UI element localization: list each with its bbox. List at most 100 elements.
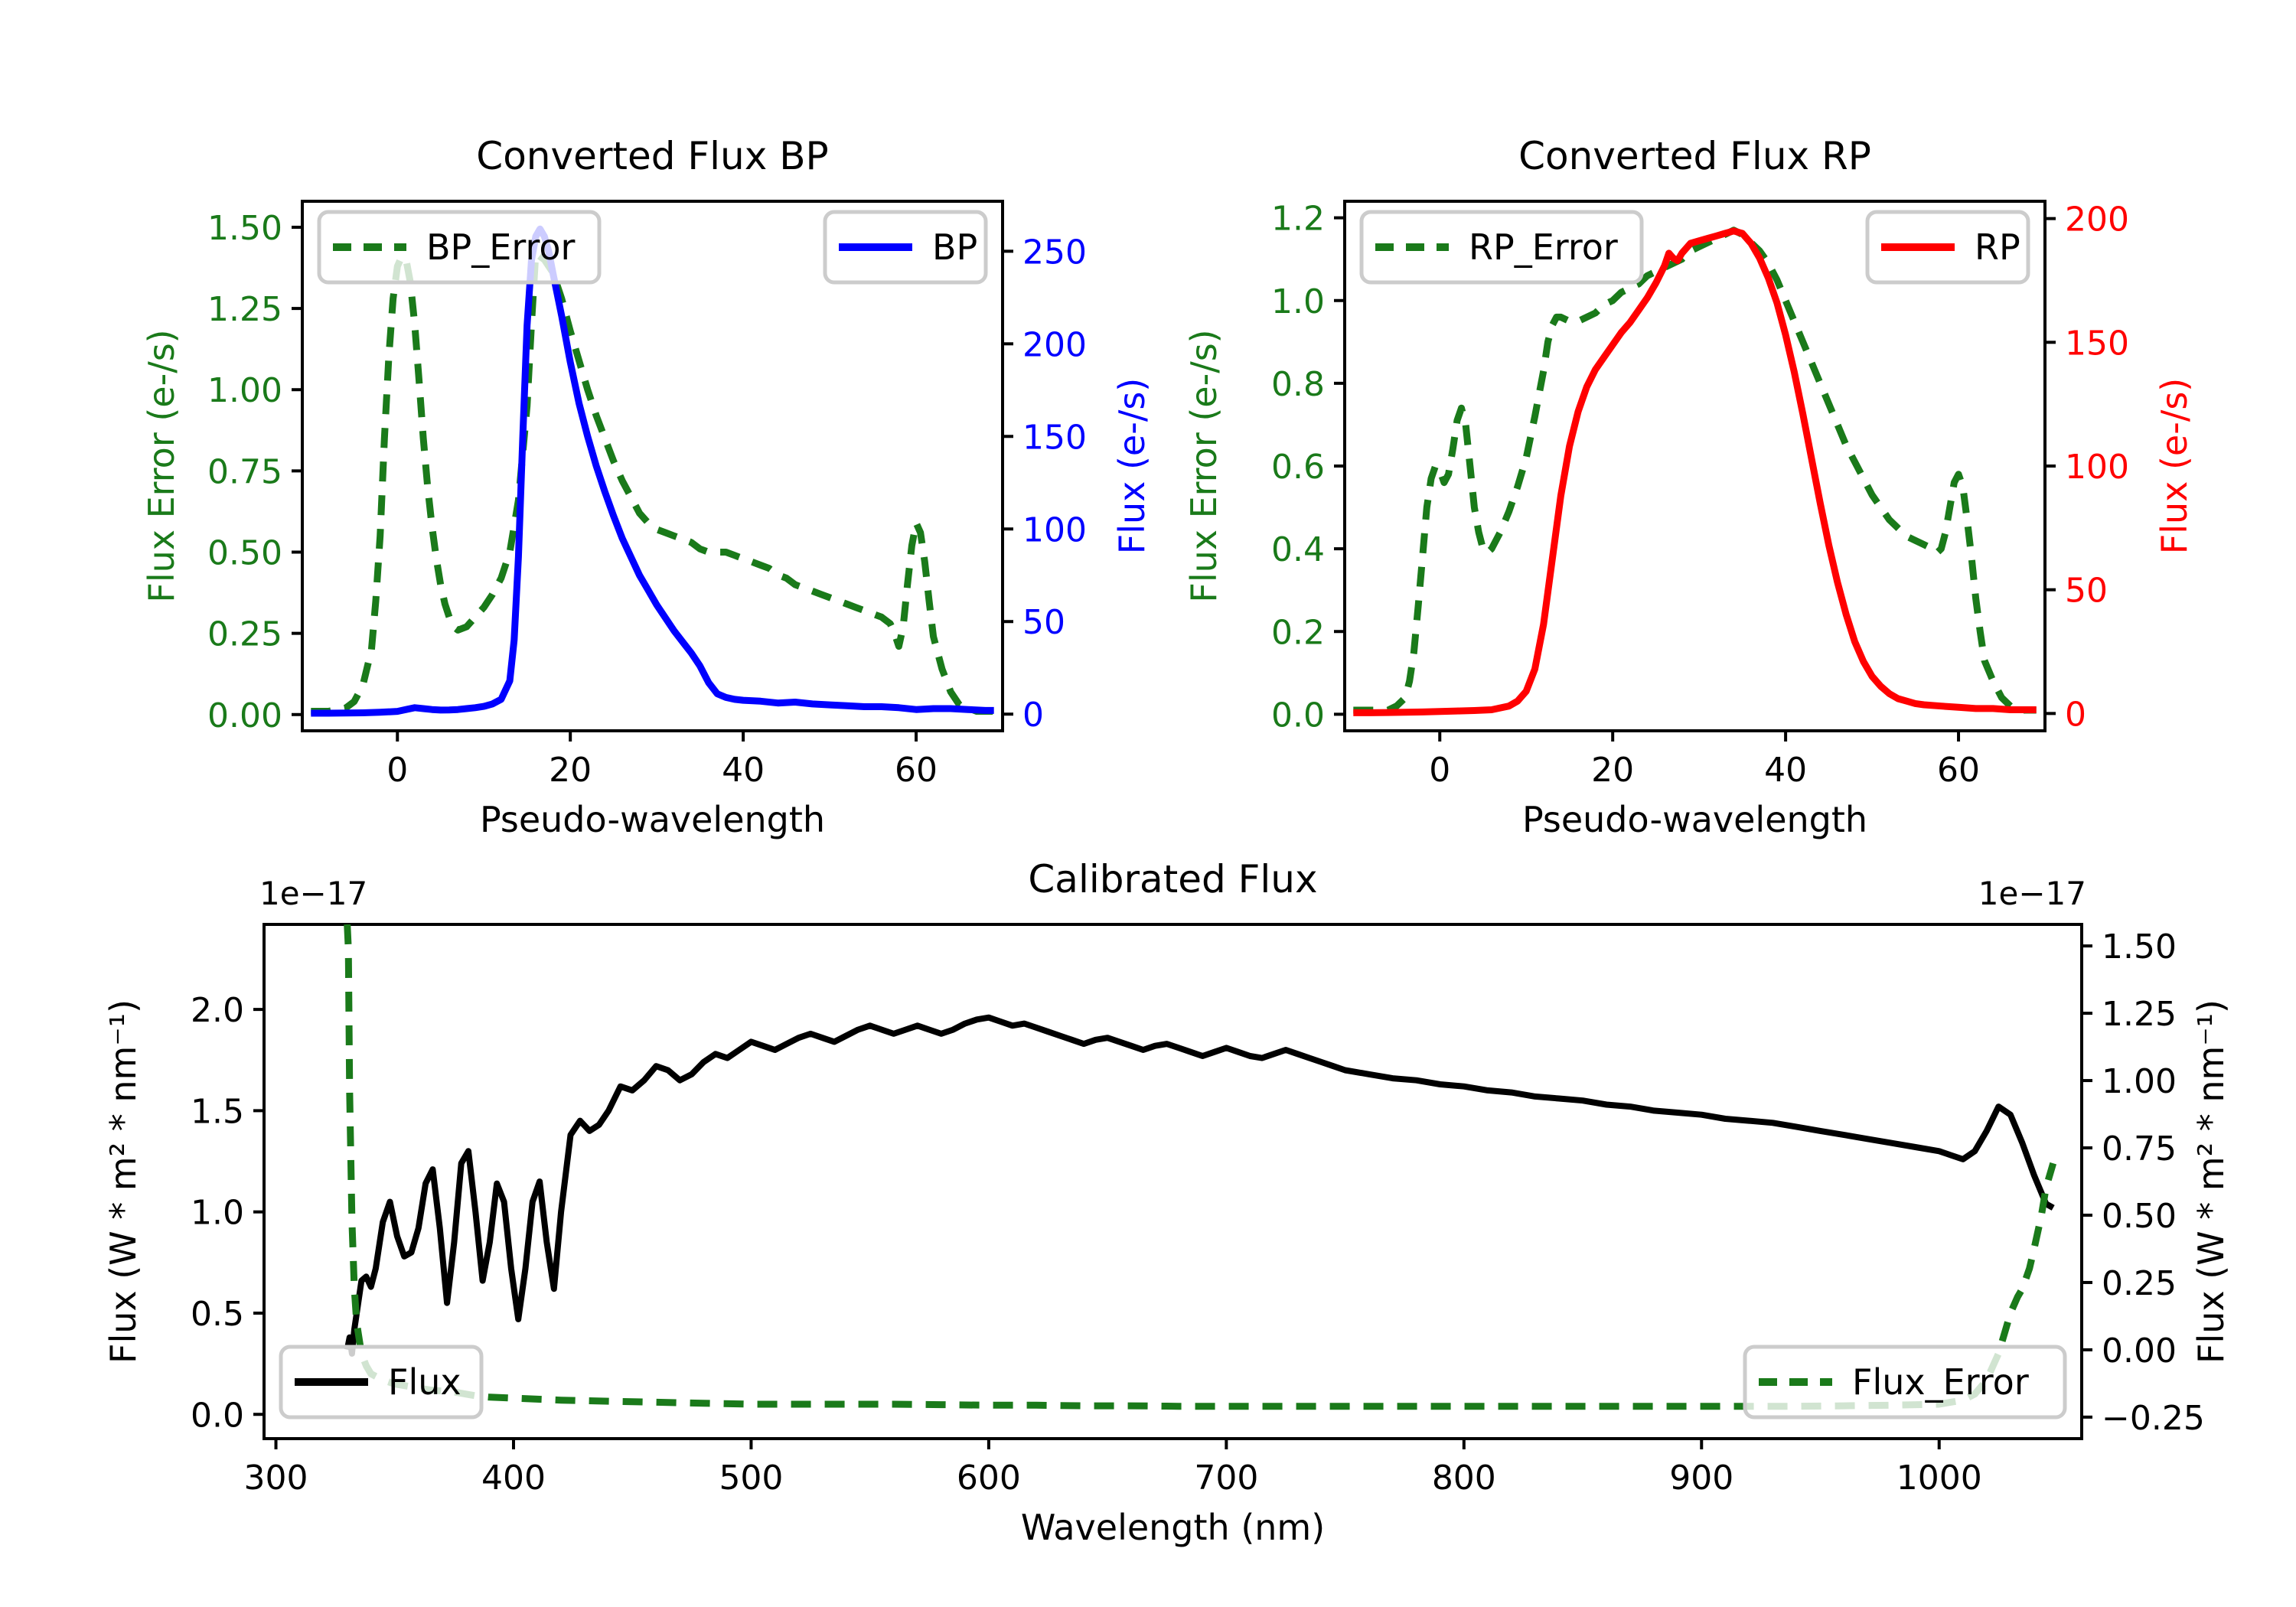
x-axis-label: Pseudo-wavelength [1522,799,1867,840]
series-line-rp_error [1353,227,2037,714]
x-tick-label: 700 [1194,1459,1258,1498]
y2-axis-offset-label: 1e−17 [1978,875,2086,912]
legend-label: Flux_Error [1852,1361,2029,1403]
x-tick-label: 800 [1432,1459,1496,1498]
y2-axis-label: Flux (W * m² * nm⁻¹) [2190,999,2232,1364]
y-axis-right: −0.25 0.00 0.25 0.50 0.75 1.00 1.25 1.50 Flux (W… [2082,927,2232,1438]
x-axis-label: Wavelength (nm) [1021,1507,1325,1548]
axes-frame [263,923,2083,1440]
y2-tick-label: 1.00 [2102,1062,2177,1101]
legend-bp[interactable]: BP [823,210,988,285]
series-line-flux_error [344,924,2057,1410]
y-tick-label: 1.25 [207,290,282,329]
chart-calibrated-flux: Calibrated Flux 1e−17 1e−17 300 400 500 600 700… [103,857,2232,1548]
y-axis-label: Flux Error (e-/s) [1183,329,1225,602]
y2-axis-label: Flux (e-/s) [1111,378,1153,555]
y-tick-label: 1.2 [1271,200,1325,239]
y2-tick-label: 0 [2065,695,2086,734]
y-tick-label: 0.5 [191,1295,244,1334]
x-axis: 0 20 40 60 Pseudo-wavelength [1429,731,1980,840]
x-tick-label: 600 [957,1459,1021,1498]
series-line-bp [311,225,994,717]
x-tick-label: 40 [1764,751,1807,790]
legend-label: BP [932,227,977,268]
y-axis-right: 0 50 100 150 200 250 Flux (e-/s) [1003,233,1153,735]
legend-label: Flux [388,1361,461,1403]
legend-rp_error[interactable]: RP_Error [1359,210,1644,285]
chart-converted-flux-rp: Converted Flux RP 0 20 40 60 Pseudo-wavelengt… [1183,134,2195,840]
x-axis: 300 400 500 600 700 800 900 1000 Wavelength (nm) [244,1439,1982,1548]
y2-tick-label: 1.25 [2102,995,2177,1034]
y2-tick-label: 0 [1022,696,1044,735]
y-tick-label: 0.0 [191,1396,244,1435]
x-tick-label: 1000 [1896,1459,1982,1498]
legend-rp[interactable]: RP [1865,210,2030,285]
y-tick-label: 0.2 [1271,613,1325,652]
x-tick-label: 300 [244,1459,308,1498]
x-tick-label: 400 [481,1459,546,1498]
x-tick-label: 20 [1591,751,1634,790]
y2-tick-label: 0.50 [2102,1197,2177,1236]
legend-box [1359,210,1644,285]
y-axis-left: 0.0 0.2 0.4 0.6 0.8 1.0 1.2 Flux Error (e-/s) [1183,200,1345,735]
y2-tick-label: 50 [2065,572,2108,611]
x-tick-label: 60 [895,751,938,790]
data-series [344,924,2057,1410]
x-tick-label: 0 [1429,751,1450,790]
y-tick-label: 1.0 [1271,282,1325,321]
chart-converted-flux-bp: Converted Flux BP 0 20 40 60 Pseudo-wavelengt… [141,134,1153,840]
y-axis-label: Flux (W * m² * nm⁻¹) [103,999,144,1364]
y-tick-label: 0.00 [207,696,282,735]
legend-bp_error[interactable]: BP_Error [317,210,602,285]
x-tick-label: 900 [1669,1459,1733,1498]
legend-label: BP_Error [426,227,576,268]
y2-tick-label: 0.25 [2102,1264,2177,1303]
y-tick-label: 1.00 [207,371,282,410]
x-tick-label: 40 [722,751,765,790]
y2-tick-label: 100 [2065,448,2129,487]
y2-tick-label: 1.50 [2102,927,2177,966]
axes-frame [301,200,1004,732]
y2-tick-label: 150 [2065,324,2129,363]
legend-flux_error[interactable]: Flux_Error [1743,1345,2067,1420]
legend-box [279,1345,484,1420]
y-tick-label: 0.25 [207,615,282,654]
y-axis-left: 0.0 0.5 1.0 1.5 2.0 Flux (W * m² * nm⁻¹) [103,991,264,1435]
y2-tick-label: 150 [1022,418,1087,457]
y-tick-label: 0.0 [1271,696,1325,735]
y-axis-left: 0.00 0.25 0.50 0.75 1.00 1.25 1.50 Flux Error (… [141,209,302,735]
chart-title: Converted Flux RP [1518,134,1871,178]
y2-tick-label: 0.00 [2102,1332,2177,1371]
y2-axis-label: Flux (e-/s) [2154,378,2195,555]
y-tick-label: 2.0 [191,991,244,1030]
x-tick-label: 500 [719,1459,783,1498]
x-axis: 0 20 40 60 Pseudo-wavelength [386,731,938,840]
y-tick-label: 1.0 [191,1194,244,1233]
x-tick-label: 0 [386,751,408,790]
y-tick-label: 0.50 [207,534,282,573]
chart-title: Calibrated Flux [1028,857,1317,901]
y2-tick-label: 200 [2065,200,2129,240]
y-tick-label: 0.4 [1271,530,1325,569]
y-axis-offset-label: 1e−17 [259,875,367,912]
y2-tick-label: 200 [1022,325,1087,364]
legend-label: RP_Error [1469,227,1618,268]
x-tick-label: 60 [1937,751,1980,790]
data-series [1353,227,2037,716]
y2-tick-label: 250 [1022,233,1087,272]
y2-tick-label: −0.25 [2102,1399,2205,1438]
x-tick-label: 20 [549,751,592,790]
legend-flux[interactable]: Flux [279,1345,484,1420]
series-line-rp [1353,227,2037,716]
legend-label: RP [1975,227,2020,268]
y-axis-label: Flux Error (e-/s) [141,329,182,602]
y2-tick-label: 0.75 [2102,1129,2177,1169]
x-axis-label: Pseudo-wavelength [480,799,825,840]
chart-title: Converted Flux BP [476,134,828,178]
plot-border [263,923,2083,1440]
y-tick-label: 0.75 [207,452,282,491]
y-tick-label: 1.50 [207,209,282,248]
y2-tick-label: 100 [1022,510,1087,549]
